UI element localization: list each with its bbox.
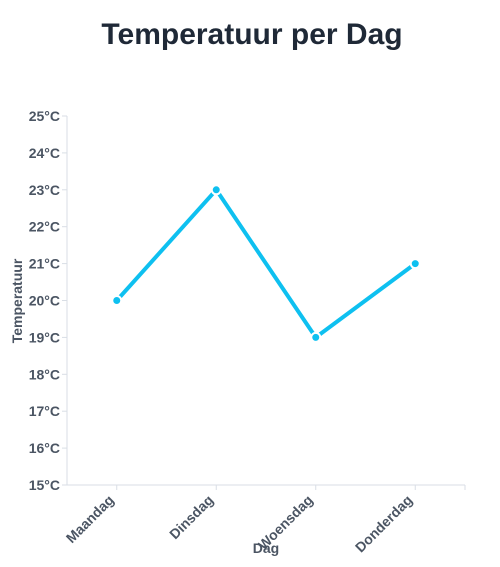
series-line xyxy=(114,187,418,340)
data-point xyxy=(310,331,322,343)
y-tick-label: 21°C xyxy=(29,256,60,272)
y-axis-title: Temperatuur xyxy=(9,258,25,343)
x-axis-title: Dag xyxy=(253,540,279,556)
y-tick-label: 22°C xyxy=(29,219,60,235)
y-tick-label: 16°C xyxy=(29,440,60,456)
data-point xyxy=(111,295,123,306)
y-tick-label: 19°C xyxy=(29,329,60,345)
x-tick-label: Maandag xyxy=(63,492,117,546)
y-tick-label: 18°C xyxy=(29,366,60,382)
data-point xyxy=(210,184,222,196)
data-point xyxy=(409,258,421,270)
y-tick-label: 24°C xyxy=(29,145,60,161)
x-tick-label: Donderdag xyxy=(352,492,416,556)
y-axis: 15°C 16°C 17°C 18°C 19°C 20°C 21°C 22°C 23°C 24°C… xyxy=(29,108,68,493)
chart-title: Temperatuur per Dag xyxy=(101,18,402,51)
y-tick-label: 20°C xyxy=(29,293,60,309)
y-tick-label: 15°C xyxy=(29,477,60,493)
y-tick-label: 25°C xyxy=(29,108,60,124)
x-tick-label: Dinsdag xyxy=(166,492,216,542)
y-tick-label: 17°C xyxy=(29,403,60,419)
y-tick-label: 23°C xyxy=(29,182,60,198)
series-group xyxy=(111,184,421,343)
